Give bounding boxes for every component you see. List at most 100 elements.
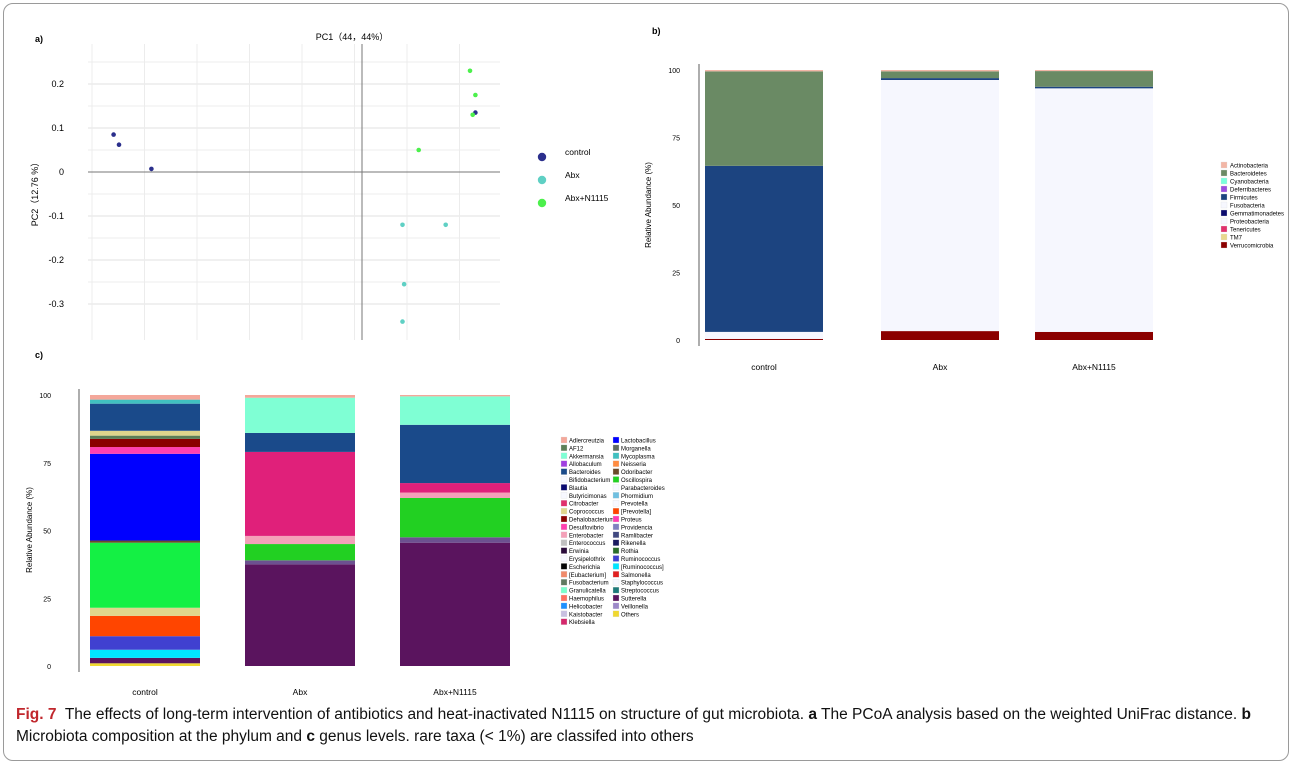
panel-c-y-tick-label: 25	[43, 596, 51, 603]
panel-b-bar-segment	[705, 338, 823, 340]
panel-b-legend-swatch	[1220, 217, 1228, 225]
panel-c-legend-label: Enterococcus	[569, 541, 605, 547]
panel-c-legend-swatch	[560, 602, 568, 610]
caption-text-4: genus levels. rare taxa (< 1%) are class…	[319, 728, 694, 745]
legend-marker	[537, 198, 547, 208]
panel-b-legend-swatch	[1220, 169, 1228, 177]
panel-a-label: a)	[35, 34, 43, 44]
panel-c-legend-swatch	[560, 492, 568, 499]
panel-b-category-label: Abx+N1115	[1072, 362, 1116, 372]
panel-c-bar-segment	[90, 542, 200, 608]
caption-c-label: c	[306, 728, 315, 745]
scatter-point	[443, 222, 449, 228]
panel-b-bar-segment	[1035, 71, 1153, 87]
panel-c-legend-label: [Ruminococcus]	[621, 565, 664, 571]
legend-marker	[537, 152, 547, 162]
panel-c-legend-label: Streptococcus	[621, 589, 659, 595]
panel-c-legend-label: Erysipelothrix	[569, 557, 605, 563]
panel-b-legend-label: Deferribacteres	[1230, 188, 1271, 194]
caption-text-3: Microbiota composition at the phylum and	[16, 728, 303, 745]
y-tick-label: -0.1	[48, 211, 64, 221]
panel-c-legend-label: Bacteroides	[569, 470, 601, 476]
panel-c-legend-label: Rikenella	[621, 541, 646, 547]
panel-c-legend-swatch	[560, 468, 568, 475]
panel-b-legend-label: Actinobacteria	[1230, 164, 1269, 170]
panel-b-legend-label: Proteobacteria	[1230, 220, 1270, 226]
panel-b-legend-swatch	[1220, 225, 1228, 233]
panel-c-legend-swatch	[612, 571, 620, 578]
panel-c-legend-label: Rothia	[621, 549, 639, 555]
panel-c-legend-swatch	[612, 444, 620, 452]
panel-c-legend-swatch	[612, 460, 620, 467]
y-tick-label: -0.3	[48, 299, 64, 309]
panel-c-legend-label: Kaistobacter	[569, 612, 602, 618]
panel-b-legend-label: Cyanobacteria	[1230, 180, 1269, 186]
panel-c-legend-label: Allobaculum	[569, 462, 602, 468]
panel-c-panel-label: c)	[35, 350, 43, 360]
panel-c-legend-label: Adlercreutzia	[569, 439, 605, 445]
caption-a-label: a	[808, 706, 818, 723]
scatter-point	[470, 112, 476, 118]
panel-c-legend-label: AF12	[569, 446, 584, 452]
panel-c-legend-swatch	[612, 476, 620, 483]
panel-c-legend-label: Butyricimonas	[569, 494, 607, 500]
panel-c-category-label: Abx+N1115	[433, 687, 477, 697]
panel-c-bar-segment	[90, 395, 200, 400]
panel-c-legend-swatch	[612, 602, 620, 610]
y-tick-label: 0	[59, 167, 64, 177]
scatter-point	[111, 132, 116, 137]
panel-c-legend-swatch	[560, 618, 568, 625]
panel-c-bar-segment	[400, 483, 510, 493]
panel-c-legend-label: Odoribacter	[621, 470, 652, 476]
caption-text-1: The effects of long-term intervention of…	[64, 706, 805, 723]
panel-c-legend-label: Helicobacter	[569, 604, 602, 610]
panel-c-bar-segment	[245, 564, 355, 666]
panel-c-legend-label: Akkermansia	[569, 454, 604, 460]
panel-c-legend-swatch	[560, 484, 568, 491]
panel-c-legend-swatch	[560, 500, 568, 507]
panel-c-y-tick-label: 100	[39, 393, 51, 400]
panel-b-bar-segment	[705, 331, 823, 339]
panel-b-legend-label: Bacteroidetes	[1230, 172, 1267, 178]
panel-c-legend-label: Lactobacillus	[621, 439, 656, 445]
panel-b-legend-swatch	[1220, 161, 1228, 169]
panel-c-legend-swatch	[612, 515, 620, 523]
panel-b-legend-label: Gemmatimonadetes	[1230, 212, 1284, 218]
panel-b-bar-segment	[881, 78, 999, 80]
panel-c-legend-label: Providencia	[621, 525, 653, 531]
panel-b-bar-segment	[1035, 86, 1153, 89]
scatter-point	[467, 68, 473, 74]
scatter-point	[400, 222, 405, 228]
panel-c-legend-swatch	[612, 436, 620, 444]
panel-c-legend-label: [Prevotella]	[621, 510, 651, 516]
scatter-point	[473, 92, 478, 98]
panel-c-bar-segment	[245, 432, 355, 452]
panel-c-legend-label: Klebsiella	[569, 620, 595, 626]
panel-c-legend-label: Veillonella	[621, 604, 649, 610]
panel-c-category-label: Abx	[293, 687, 308, 697]
panel-b-legend-label: Verrucomicrobia	[1230, 244, 1274, 250]
panel-c-legend-swatch	[560, 547, 568, 554]
panel-c-bar-segment	[90, 430, 200, 436]
panel-c-legend-label: Staphylococcus	[621, 581, 663, 587]
panel-c-bar-segment	[90, 447, 200, 454]
panel-c-legend-swatch	[612, 586, 620, 594]
scatter-point	[416, 147, 422, 153]
panel-c-legend-label: Neisseria	[621, 462, 647, 468]
panel-c-legend-swatch	[560, 539, 568, 546]
panel-c-legend-swatch	[612, 484, 620, 491]
panel-c-y-tick-label: 0	[47, 664, 51, 671]
scatter-point	[149, 166, 154, 172]
legend-label: Abx+N1115	[565, 193, 609, 203]
panel-c-legend-label: Erwinia	[569, 549, 589, 555]
panel-c-legend-label: Proteus	[621, 518, 642, 524]
panel-c-bar-segment	[90, 403, 200, 431]
panel-c-legend-swatch	[560, 436, 568, 444]
panel-b-bar-segment	[705, 165, 823, 332]
panel-b-bar-segment	[881, 70, 999, 72]
panel-b-legend-swatch	[1220, 209, 1228, 217]
y-tick-label: -0.2	[48, 255, 64, 265]
panel-c-legend-label: Escherichia	[569, 565, 601, 571]
panel-c-legend-label: [Eubacterium]	[569, 573, 606, 579]
panel-c-legend-label: Others	[621, 612, 639, 618]
